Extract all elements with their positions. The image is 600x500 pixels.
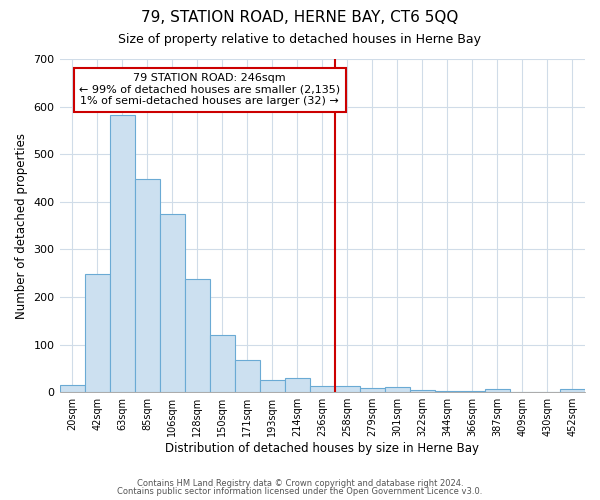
Bar bbox=[260, 380, 285, 392]
Text: Contains public sector information licensed under the Open Government Licence v3: Contains public sector information licen… bbox=[118, 487, 482, 496]
Bar bbox=[85, 274, 110, 392]
Bar bbox=[235, 360, 260, 392]
Bar bbox=[360, 388, 385, 392]
Bar bbox=[185, 279, 209, 392]
Bar bbox=[560, 390, 585, 392]
Bar bbox=[485, 390, 510, 392]
Text: 79, STATION ROAD, HERNE BAY, CT6 5QQ: 79, STATION ROAD, HERNE BAY, CT6 5QQ bbox=[142, 10, 458, 25]
Bar bbox=[410, 390, 435, 392]
X-axis label: Distribution of detached houses by size in Herne Bay: Distribution of detached houses by size … bbox=[165, 442, 479, 455]
Bar bbox=[160, 214, 185, 392]
Bar bbox=[310, 386, 335, 392]
Bar bbox=[209, 335, 235, 392]
Bar bbox=[110, 114, 134, 392]
Text: Size of property relative to detached houses in Herne Bay: Size of property relative to detached ho… bbox=[119, 32, 482, 46]
Bar bbox=[335, 386, 360, 392]
Bar bbox=[134, 179, 160, 392]
Bar bbox=[285, 378, 310, 392]
Bar bbox=[385, 388, 410, 392]
Y-axis label: Number of detached properties: Number of detached properties bbox=[15, 132, 28, 318]
Bar bbox=[59, 385, 85, 392]
Text: Contains HM Land Registry data © Crown copyright and database right 2024.: Contains HM Land Registry data © Crown c… bbox=[137, 478, 463, 488]
Text: 79 STATION ROAD: 246sqm
← 99% of detached houses are smaller (2,135)
1% of semi-: 79 STATION ROAD: 246sqm ← 99% of detache… bbox=[79, 74, 340, 106]
